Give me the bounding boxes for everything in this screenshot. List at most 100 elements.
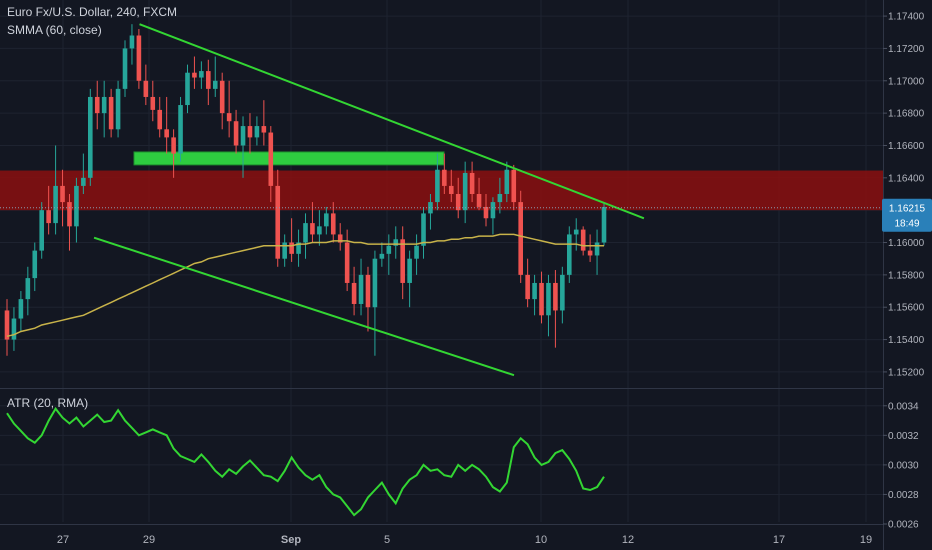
candle	[233, 109, 239, 154]
candle	[108, 88, 114, 138]
candle	[379, 242, 385, 267]
candle	[136, 29, 142, 89]
candle-body	[379, 253, 385, 259]
candle-body	[122, 48, 128, 89]
atr-tick-label: 0.0032	[888, 431, 919, 442]
candle	[74, 177, 79, 243]
atr-legend[interactable]: ATR (20, RMA)	[7, 396, 88, 410]
candle-body	[504, 169, 510, 194]
candle	[67, 194, 72, 251]
candle-body	[317, 226, 322, 235]
candle	[566, 226, 572, 283]
candle	[206, 59, 211, 106]
candle-body	[448, 185, 454, 194]
candle-body	[525, 274, 530, 300]
price-tick-label: 1.15200	[888, 367, 925, 378]
candle-body	[483, 206, 489, 219]
candle	[157, 96, 163, 138]
atr-tick-label: 0.0028	[888, 490, 919, 501]
candle	[199, 61, 204, 89]
candle	[268, 126, 274, 203]
candle	[289, 218, 294, 262]
candle-body	[435, 169, 440, 203]
candle	[324, 206, 329, 235]
candle	[601, 202, 607, 246]
price-badge-background	[882, 198, 932, 232]
candle-body	[365, 274, 371, 308]
candle	[525, 258, 530, 308]
candle-body	[532, 282, 537, 300]
candle	[122, 40, 128, 97]
candle-body	[310, 223, 315, 235]
candle	[483, 194, 489, 227]
candle-body	[601, 206, 607, 243]
candle	[192, 56, 197, 89]
candle-body	[344, 242, 350, 283]
candle	[261, 100, 267, 146]
time-tick-label: 10	[535, 534, 547, 546]
candle-body	[25, 278, 31, 300]
candle-body	[60, 185, 65, 203]
candle	[372, 250, 378, 356]
atr-pane	[6, 406, 605, 517]
candle-body	[296, 242, 301, 254]
candle	[240, 116, 246, 178]
grid	[0, 0, 884, 550]
atr-axis[interactable]: 0.0034 0.0032 0.0030 0.0028 0.0026	[883, 401, 919, 531]
candle-body	[101, 96, 107, 114]
candle	[4, 299, 10, 356]
price-axis[interactable]: 1.17400 1.17200 1.17000 1.16800 1.16600 1.164…	[883, 0, 932, 550]
candle-body	[594, 242, 600, 256]
candle-body	[372, 258, 378, 308]
smma-legend[interactable]: SMMA (60, close)	[7, 23, 102, 37]
candle-body	[178, 105, 183, 154]
candle	[25, 266, 31, 316]
candle-body	[587, 250, 593, 256]
candle-body	[164, 129, 169, 138]
candle-body	[407, 258, 412, 283]
candle-body	[4, 310, 10, 340]
candle-body	[74, 185, 79, 227]
candle	[462, 161, 468, 224]
candle	[504, 161, 510, 203]
candle-body	[157, 109, 163, 130]
candle-body	[18, 299, 24, 319]
candle-body	[553, 282, 558, 311]
time-tick-label: 19	[860, 534, 872, 546]
candle	[310, 202, 315, 243]
candle-body	[580, 229, 586, 251]
price-tick-label: 1.17200	[888, 44, 925, 55]
candle-body	[393, 239, 399, 246]
candle-body	[560, 274, 565, 311]
candle	[546, 274, 551, 337]
time-tick-label: Sep	[281, 534, 301, 546]
candle-body	[275, 185, 281, 259]
candle	[101, 80, 107, 138]
candle-body	[81, 177, 86, 186]
candle	[143, 64, 149, 106]
candle-body	[330, 213, 336, 235]
candle	[414, 234, 419, 275]
candle-body	[337, 234, 343, 243]
candle-body	[171, 137, 176, 154]
candle-body	[476, 194, 482, 207]
symbol-legend[interactable]: Euro Fx/U.S. Dollar, 240, FXCM	[7, 5, 177, 19]
candle	[39, 202, 45, 259]
candle-body	[212, 80, 218, 89]
atr-tick-label: 0.0034	[888, 401, 919, 412]
candle-body	[358, 274, 364, 304]
candle-body	[219, 80, 225, 114]
price-tick-label: 1.15400	[888, 335, 925, 346]
candle-body	[199, 71, 204, 78]
candle-body	[490, 202, 496, 219]
candle-body	[136, 35, 142, 81]
price-tick-label: 1.16800	[888, 109, 925, 120]
price-tick-label: 1.16000	[888, 238, 925, 249]
candle	[580, 226, 586, 256]
time-axis[interactable]: 27 29 Sep 5 10 12 17 19	[57, 534, 872, 546]
candle-body	[247, 126, 253, 138]
candle-body	[566, 234, 572, 275]
candle	[337, 223, 343, 251]
candle	[532, 274, 537, 316]
